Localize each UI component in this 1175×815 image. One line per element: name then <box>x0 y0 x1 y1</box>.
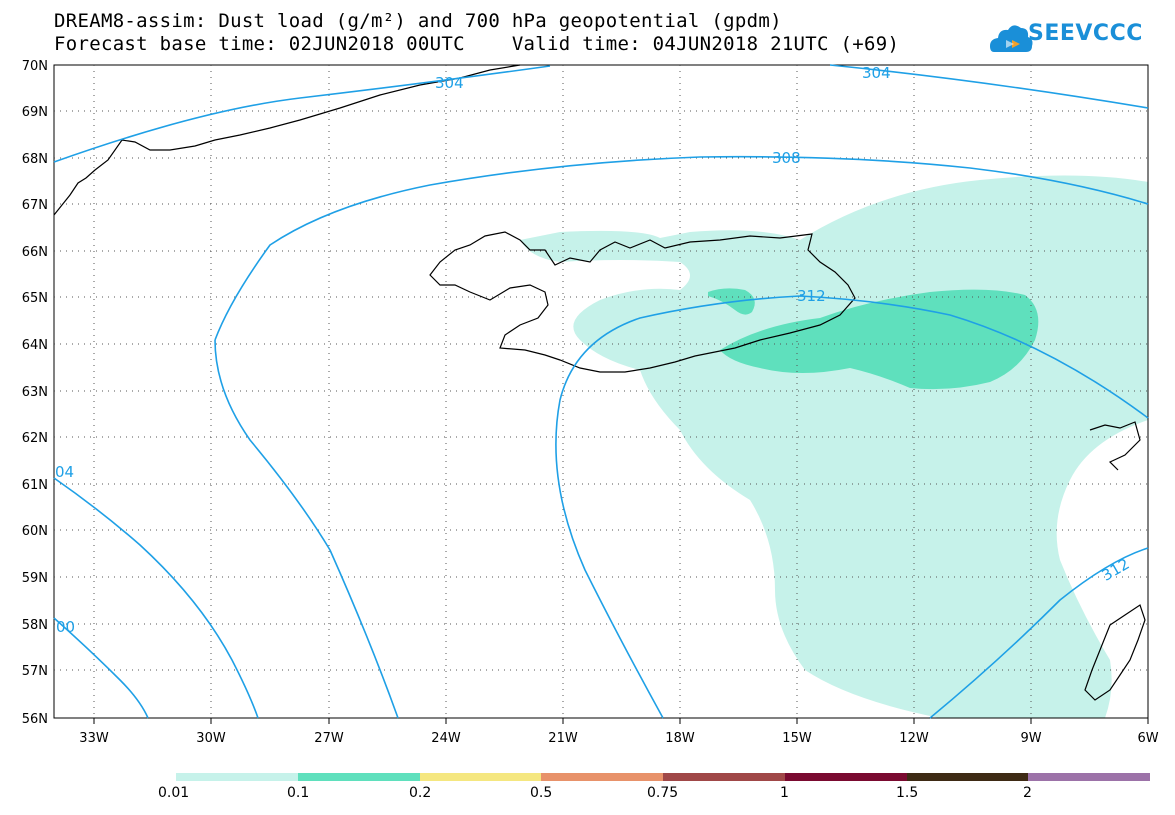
colorbar-swatch <box>298 773 420 781</box>
lat-label: 59N <box>22 571 48 586</box>
lon-label: 33W <box>79 731 109 746</box>
lon-label: 6W <box>1137 731 1158 746</box>
lat-label: 66N <box>22 245 48 260</box>
contour-300 <box>53 617 149 719</box>
lat-label: 63N <box>22 385 48 400</box>
lon-label: 24W <box>431 731 461 746</box>
colorbar-label: 1.5 <box>896 785 919 801</box>
lat-label: 69N <box>22 105 48 120</box>
longitude-labels: 33W 30W 27W 24W 21W 18W 15W 12W 9W 6W <box>79 731 1158 746</box>
colorbar <box>176 773 1150 781</box>
contour-label: 304 <box>435 74 464 92</box>
colorbar-label: 0.5 <box>530 785 553 801</box>
colorbar-swatch <box>785 773 907 781</box>
lat-label: 64N <box>22 338 48 353</box>
grid-lines <box>54 65 1148 718</box>
colorbar-swatch <box>541 773 663 781</box>
colorbar-swatch <box>176 773 298 781</box>
contour-label: 304 <box>862 64 891 82</box>
axis-ticks <box>93 718 1149 724</box>
colorbar-swatch <box>420 773 541 781</box>
lat-label: 62N <box>22 431 48 446</box>
dust-area-low <box>520 175 1148 719</box>
map-subtitle: Forecast base time: 02JUN2018 00UTC Vali… <box>54 33 900 55</box>
lat-label: 60N <box>22 524 48 539</box>
colorbar-label: 0.2 <box>409 785 432 801</box>
contour-304-north <box>53 65 551 163</box>
lat-label: 65N <box>22 291 48 306</box>
lat-label: 68N <box>22 152 48 167</box>
scotland-coast <box>1089 421 1141 471</box>
contour-label: 308 <box>772 149 801 167</box>
contour-312 <box>555 295 1149 719</box>
lat-label: 61N <box>22 478 48 493</box>
lat-label: 57N <box>22 664 48 679</box>
contour-308 <box>214 155 1149 341</box>
colorbar-label: 0.01 <box>158 785 190 801</box>
colorbar-label: 0.75 <box>647 785 679 801</box>
greenland-coast <box>53 64 521 216</box>
lat-label: 56N <box>22 712 48 727</box>
lon-label: 12W <box>899 731 929 746</box>
uk-coast <box>1084 604 1146 701</box>
lon-label: 9W <box>1020 731 1041 746</box>
lon-label: 21W <box>548 731 578 746</box>
contour-308-lower <box>214 339 399 719</box>
iceland-coast <box>429 231 856 373</box>
colorbar-swatch <box>1028 773 1150 781</box>
lon-label: 27W <box>314 731 344 746</box>
lat-label: 67N <box>22 198 48 213</box>
cloud-logo-icon <box>990 25 1033 52</box>
dust-area-medium <box>720 289 1039 390</box>
lon-label: 15W <box>782 731 812 746</box>
contour-labels: 304 304 308 312 312 04 00 <box>55 64 1132 636</box>
colorbar-swatch <box>907 773 1028 781</box>
colorbar-label: 2 <box>1023 785 1032 801</box>
contour-label: 312 <box>1099 555 1133 585</box>
contour-312-south <box>929 547 1149 719</box>
lat-label: 70N <box>22 59 48 74</box>
contour-label: 04 <box>55 463 74 481</box>
contour-304-northeast <box>829 64 1149 109</box>
coastlines <box>53 64 1146 701</box>
lon-label: 18W <box>665 731 695 746</box>
lat-label: 58N <box>22 618 48 633</box>
latitude-labels: 70N 69N 68N 67N 66N 65N 64N 63N 62N 61N … <box>22 59 48 727</box>
geopotential-contours <box>53 64 1149 719</box>
map-title: DREAM8-assim: Dust load (g/m²) and 700 h… <box>54 10 782 32</box>
colorbar-label: 0.1 <box>287 785 310 801</box>
colorbar-swatch <box>663 773 785 781</box>
contour-label: 00 <box>56 618 75 636</box>
contour-304-west <box>53 477 259 719</box>
logo-text: SEEVCCC <box>1028 21 1143 46</box>
lon-label: 30W <box>196 731 226 746</box>
colorbar-label: 1 <box>780 785 789 801</box>
contour-label: 312 <box>797 287 826 305</box>
